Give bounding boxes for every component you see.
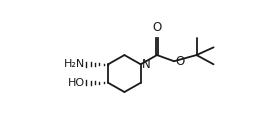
- Text: HO: HO: [68, 78, 85, 88]
- Text: H₂N: H₂N: [64, 59, 85, 69]
- Text: O: O: [152, 21, 162, 34]
- Text: N: N: [142, 58, 151, 71]
- Text: O: O: [176, 55, 185, 68]
